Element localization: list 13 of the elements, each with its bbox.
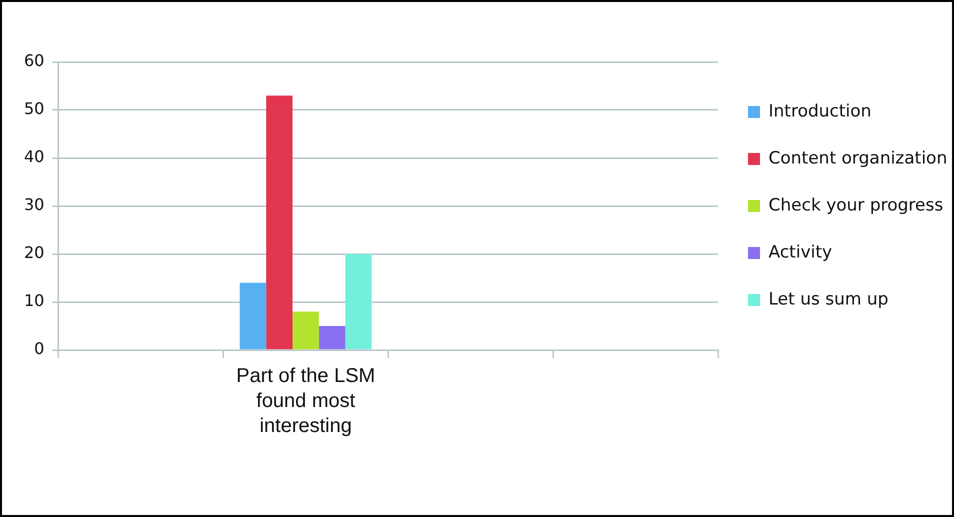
legend-label: Introduction — [768, 101, 872, 122]
y-tick-label: 20 — [24, 243, 44, 262]
y-tick-label: 60 — [24, 51, 44, 70]
y-tick-label: 50 — [24, 99, 44, 118]
legend-label: Activity — [768, 242, 832, 262]
x-tick-label: Part of the LSM found most interesting — [236, 365, 376, 438]
y-tick-label: 10 — [24, 291, 44, 310]
legend-label: Check your progress — [768, 195, 944, 216]
legend-label: Let us sum up — [768, 289, 888, 310]
y-tick-label: 0 — [34, 339, 44, 358]
y-tick-label: 30 — [24, 195, 44, 214]
y-tick-label: 40 — [24, 147, 44, 166]
legend-label: Content organization — [768, 148, 948, 168]
